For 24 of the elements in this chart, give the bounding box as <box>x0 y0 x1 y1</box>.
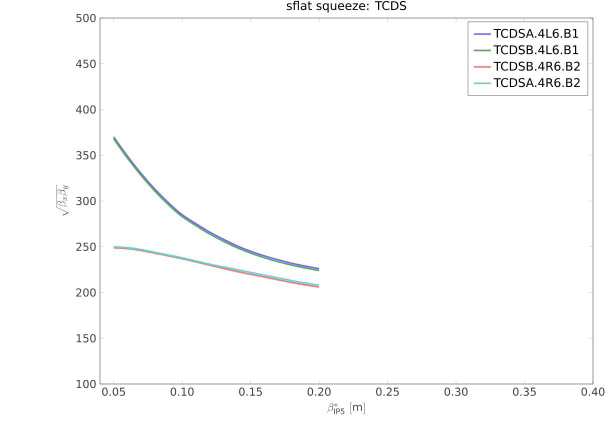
x-tick-label: 0.30 <box>444 388 468 396</box>
chart-title: sflat squeeze: TCDS <box>286 0 406 12</box>
x-tick-label: 0.20 <box>308 388 331 396</box>
y-tick-label: 250 <box>76 242 96 251</box>
legend-label: TCDSB.4L6.B1 <box>494 45 578 54</box>
legend-label: TCDSA.4L6.B1 <box>494 28 578 38</box>
legend-label: TCDSB.4R6.B2 <box>494 62 580 71</box>
y-tick-label: 450 <box>76 60 96 68</box>
y-tick-label: 400 <box>76 105 96 114</box>
x-tick-label: 0.25 <box>376 388 399 396</box>
y-tick-label: 200 <box>76 288 96 297</box>
y-axis-title: $\sqrt{\beta_x\beta_y}$ <box>56 184 69 216</box>
y-tick-label: 150 <box>76 334 96 342</box>
x-tick-label: 0.15 <box>239 388 262 396</box>
legend-label: TCDSA.4R6.B2 <box>494 78 580 88</box>
x-tick-label: 0.10 <box>170 388 194 396</box>
y-tick-label: 100 <box>76 380 96 388</box>
x-tick-label: 0.05 <box>102 388 125 396</box>
y-tick-label: 300 <box>76 196 96 206</box>
x-tick-label: 0.35 <box>513 388 536 396</box>
x-tick-label: 0.40 <box>581 388 605 396</box>
y-tick-label: 500 <box>76 14 96 22</box>
x-axis-title: $\beta^*_{\mathrm{IP5}}\ [\mathrm{m}]$ <box>327 402 365 414</box>
y-tick-label: 350 <box>76 151 96 160</box>
